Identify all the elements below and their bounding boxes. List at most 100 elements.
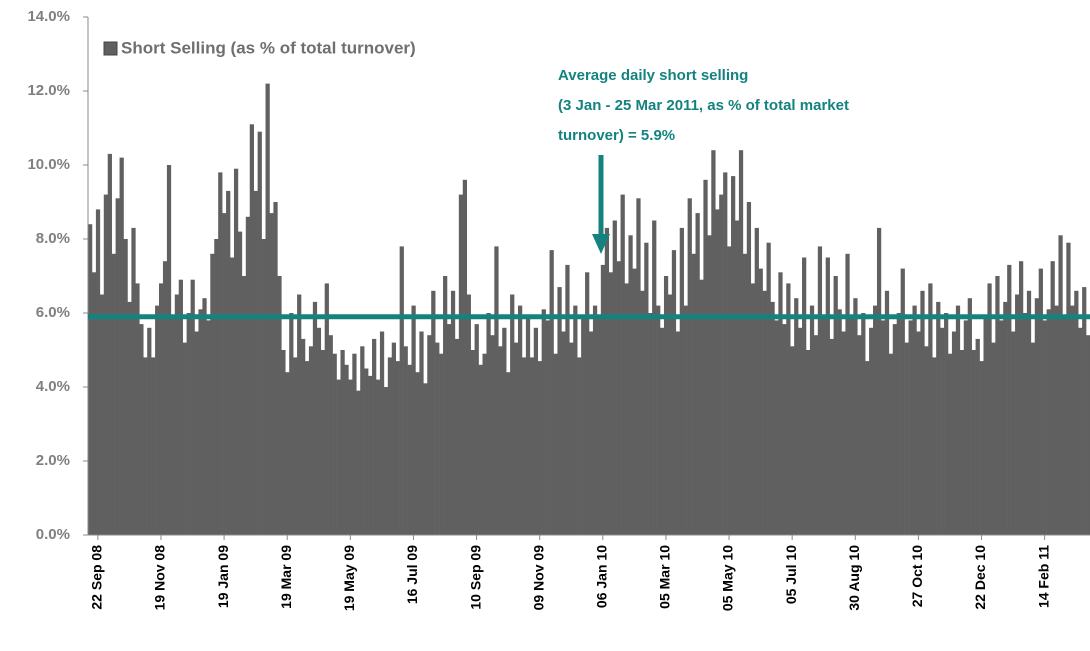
bars bbox=[88, 83, 1090, 536]
bar bbox=[245, 216, 251, 536]
bar bbox=[237, 231, 243, 535]
bar bbox=[265, 83, 270, 535]
bar bbox=[312, 301, 318, 535]
x-tick-label: 05 Mar 10 bbox=[657, 545, 673, 609]
bar bbox=[482, 353, 487, 535]
bar bbox=[1086, 335, 1090, 535]
bar bbox=[159, 283, 164, 535]
bar bbox=[999, 320, 1004, 535]
bar bbox=[802, 257, 807, 535]
bar bbox=[845, 253, 850, 536]
bar bbox=[1066, 242, 1071, 535]
bar bbox=[687, 198, 692, 536]
bar bbox=[569, 342, 574, 535]
bar bbox=[514, 342, 519, 535]
bar bbox=[462, 179, 468, 536]
bar bbox=[458, 194, 464, 535]
bar bbox=[636, 198, 641, 536]
bar bbox=[557, 287, 562, 535]
bar bbox=[742, 253, 748, 536]
bar bbox=[900, 268, 905, 535]
bar bbox=[565, 264, 570, 535]
bar bbox=[679, 227, 684, 535]
bar bbox=[849, 316, 854, 535]
bar bbox=[715, 209, 720, 535]
bar bbox=[944, 313, 949, 535]
y-tick-label: 12.0% bbox=[27, 82, 70, 99]
bar bbox=[316, 327, 322, 535]
bar bbox=[758, 268, 763, 535]
bar bbox=[707, 235, 712, 536]
bar bbox=[541, 309, 546, 535]
bar bbox=[1054, 305, 1059, 535]
bar bbox=[107, 153, 112, 535]
bar bbox=[853, 298, 858, 535]
bar bbox=[308, 346, 314, 535]
bar bbox=[825, 257, 830, 535]
bar bbox=[774, 320, 779, 535]
bar bbox=[470, 350, 475, 535]
bar bbox=[206, 320, 211, 535]
bar bbox=[829, 338, 834, 535]
bar bbox=[403, 346, 408, 535]
bar bbox=[344, 364, 349, 535]
bar bbox=[782, 324, 787, 535]
bar bbox=[131, 227, 136, 535]
bar bbox=[652, 220, 657, 535]
bar bbox=[486, 313, 491, 535]
bar bbox=[865, 361, 870, 535]
bar bbox=[348, 379, 353, 535]
y-tick-label: 10.0% bbox=[27, 156, 70, 173]
bar bbox=[640, 290, 645, 535]
bar bbox=[1034, 298, 1040, 535]
bar bbox=[628, 235, 633, 536]
bar bbox=[1011, 331, 1016, 535]
bar bbox=[620, 194, 625, 535]
bar bbox=[861, 313, 866, 535]
bar bbox=[494, 246, 499, 535]
bar bbox=[549, 250, 554, 535]
bar bbox=[995, 276, 1000, 535]
bar bbox=[798, 327, 803, 535]
y-tick-label: 8.0% bbox=[36, 230, 70, 247]
bar bbox=[612, 220, 617, 535]
arrow-head bbox=[592, 234, 610, 254]
bar bbox=[431, 290, 436, 535]
bar bbox=[750, 283, 755, 535]
bar bbox=[876, 227, 882, 535]
bar bbox=[632, 268, 637, 535]
bar bbox=[446, 324, 452, 535]
bar bbox=[719, 194, 724, 535]
bar bbox=[695, 213, 700, 535]
bar bbox=[273, 202, 278, 535]
bar bbox=[1003, 301, 1008, 535]
bar bbox=[324, 283, 329, 535]
bar bbox=[581, 316, 586, 535]
bar bbox=[671, 250, 677, 535]
bar bbox=[166, 165, 172, 535]
bar bbox=[660, 327, 665, 535]
bar bbox=[332, 353, 337, 535]
bar bbox=[230, 257, 235, 535]
bar bbox=[178, 279, 183, 535]
legend-label: Short Selling (as % of total turnover) bbox=[121, 38, 416, 57]
bar bbox=[727, 246, 732, 535]
bar bbox=[356, 390, 361, 535]
bar bbox=[439, 353, 444, 535]
bar bbox=[936, 301, 941, 535]
bar bbox=[734, 220, 740, 535]
bar bbox=[415, 372, 420, 535]
x-tick-label: 16 Jul 09 bbox=[404, 545, 420, 604]
bar bbox=[466, 294, 471, 535]
bar bbox=[703, 179, 708, 536]
bar bbox=[510, 294, 515, 535]
bar bbox=[170, 316, 176, 535]
bar bbox=[143, 357, 148, 535]
bar bbox=[533, 327, 539, 535]
bar bbox=[600, 264, 606, 535]
bar bbox=[766, 242, 771, 535]
bar bbox=[407, 364, 412, 535]
bar bbox=[529, 357, 535, 535]
bar bbox=[364, 368, 369, 535]
